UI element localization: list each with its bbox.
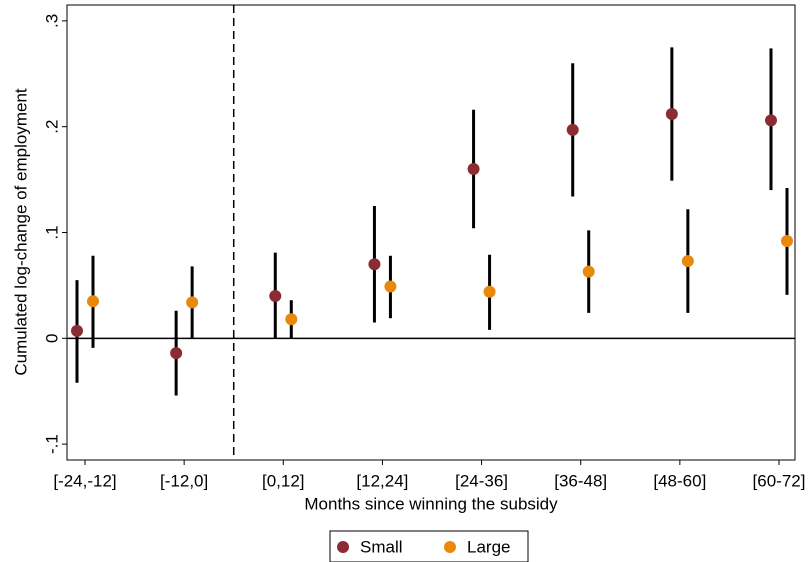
- x-tick-label: [-24,-12]: [53, 471, 116, 490]
- point: [186, 296, 199, 309]
- point: [87, 295, 99, 308]
- point: [384, 280, 397, 293]
- point: [781, 234, 793, 247]
- y-tick-label: .1: [42, 225, 61, 239]
- x-tick-label: [24-36]: [455, 471, 508, 490]
- x-tick-label: [60-72]: [753, 471, 806, 490]
- point: [681, 255, 694, 268]
- point: [483, 285, 496, 298]
- point: [71, 324, 83, 337]
- point: [269, 289, 282, 302]
- x-axis-title: Months since winning the subsidy: [304, 494, 558, 513]
- point: [285, 313, 298, 326]
- x-tick-label: [0,12]: [262, 471, 305, 490]
- point: [368, 258, 381, 271]
- x-tick-label: [12,24]: [356, 471, 408, 490]
- x-tick-label: [-12,0]: [160, 471, 208, 490]
- legend-label: Small: [360, 537, 403, 556]
- y-tick-label: .3: [42, 14, 61, 28]
- y-tick-label: 0: [42, 334, 61, 343]
- legend-box: [329, 530, 529, 562]
- y-axis-title: Cumulated log-change of employment: [11, 88, 30, 376]
- point: [170, 347, 183, 360]
- legend-marker: [337, 541, 349, 553]
- point: [665, 107, 678, 120]
- point: [467, 163, 480, 176]
- y-tick-label: .2: [42, 120, 61, 134]
- point: [765, 114, 777, 127]
- y-tick-label: -.1: [42, 434, 61, 454]
- point: [582, 265, 595, 278]
- x-tick-label: [36-48]: [554, 471, 607, 490]
- point: [566, 123, 579, 136]
- legend-marker: [444, 541, 456, 553]
- x-tick-label: [48-60]: [653, 471, 706, 490]
- legend-label: Large: [467, 537, 510, 556]
